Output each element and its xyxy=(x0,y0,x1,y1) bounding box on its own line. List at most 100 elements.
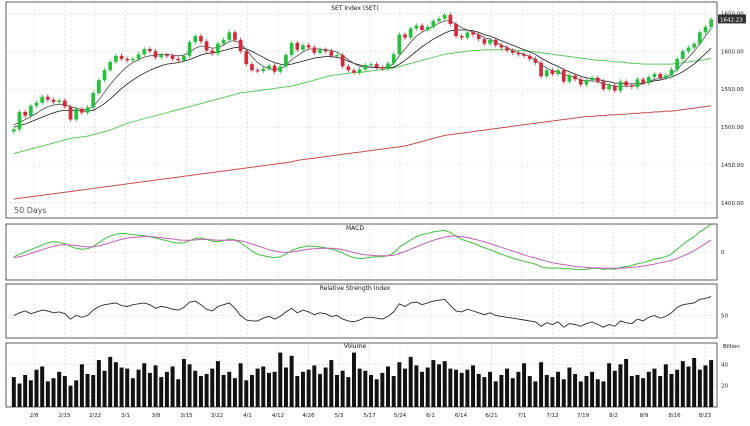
volume-bar xyxy=(482,377,487,407)
y-tick-label: 20 xyxy=(721,384,728,390)
volume-bar xyxy=(249,375,254,407)
candle-body xyxy=(301,45,305,50)
volume-bar xyxy=(669,373,674,407)
candle-body xyxy=(312,47,317,53)
candle-body xyxy=(544,70,549,77)
candle-body xyxy=(533,58,538,63)
volume-bar xyxy=(425,367,430,407)
volume-bar xyxy=(618,364,623,407)
candle-body xyxy=(176,58,181,61)
panel-frame-3 xyxy=(5,283,718,339)
volume-bar xyxy=(198,376,203,407)
volume-bar xyxy=(692,357,697,407)
volume-bar xyxy=(221,375,226,407)
x-tick-label: 3/15 xyxy=(180,413,193,419)
volume-bar xyxy=(658,376,663,407)
chart-labels: SET Index (SET) 50 Days MACD Relative St… xyxy=(14,5,744,419)
candle-body xyxy=(669,69,674,76)
volume-bar xyxy=(335,375,339,407)
volume-bar xyxy=(215,361,220,407)
candle-body xyxy=(335,55,339,57)
candle-body xyxy=(675,58,679,70)
candle-body xyxy=(369,64,373,66)
volume-bar xyxy=(709,360,714,407)
volume-bar xyxy=(561,379,566,407)
x-tick-label: 2/8 xyxy=(30,413,39,419)
volume-bar xyxy=(369,375,373,407)
candle-body xyxy=(403,34,407,38)
x-tick-label: 3/22 xyxy=(211,413,223,419)
y-tick-label: 50 xyxy=(721,314,728,320)
candle-body xyxy=(686,47,691,52)
candle-body xyxy=(454,23,458,37)
volume-bar xyxy=(51,378,56,407)
volume-bar xyxy=(420,371,425,407)
volume-bar xyxy=(522,363,527,407)
candle-body xyxy=(697,32,702,44)
y-tick-label: 1400.00 xyxy=(721,201,744,207)
volume-bar xyxy=(85,373,90,407)
y-tick-label: 1550.00 xyxy=(721,87,744,93)
volume-bar xyxy=(697,369,702,407)
candle-body xyxy=(612,85,617,91)
x-tick-label: 6/1 xyxy=(426,413,435,419)
volume-bar xyxy=(374,379,379,407)
candle-body xyxy=(703,27,708,33)
candle-body xyxy=(357,69,362,73)
volume-bar xyxy=(130,378,135,407)
candle-body xyxy=(227,32,232,40)
volume-bar xyxy=(142,363,147,407)
y-tick-label: 1450.00 xyxy=(721,163,744,169)
x-tick-label: 7/12 xyxy=(546,413,558,419)
chart-marks xyxy=(11,12,746,407)
candle-body xyxy=(131,58,135,61)
volume-bar xyxy=(646,371,651,407)
volume-bar xyxy=(79,364,84,407)
volume-bar xyxy=(476,373,481,407)
candle-body xyxy=(306,45,311,48)
ma-mid-line xyxy=(13,29,712,128)
candle-body xyxy=(505,47,509,51)
volume-bar xyxy=(164,371,169,407)
volume-bar xyxy=(550,377,555,407)
candle-body xyxy=(210,50,215,54)
volume-bar xyxy=(556,371,561,407)
candle-body xyxy=(459,36,464,38)
volume-bar xyxy=(283,367,288,407)
volume-bar xyxy=(317,373,322,407)
volume-bar xyxy=(306,369,311,407)
macd-signal-line xyxy=(13,235,712,269)
candle-body xyxy=(516,52,521,55)
volume-bar xyxy=(544,375,549,407)
x-tick-label: 8/2 xyxy=(609,413,618,419)
candle-body xyxy=(420,25,424,31)
volume-bar xyxy=(272,371,277,407)
volume-bar xyxy=(391,376,396,407)
volume-bar xyxy=(204,373,209,407)
candle-body xyxy=(80,108,84,113)
volume-bar xyxy=(232,378,237,407)
volume-bar xyxy=(323,367,328,407)
ma-200-line xyxy=(13,105,712,200)
candle-body xyxy=(11,129,16,132)
panel-frame-1 xyxy=(5,1,718,219)
volume-bar xyxy=(635,375,640,407)
x-tick-label: 5/17 xyxy=(363,413,376,419)
candle-body xyxy=(23,111,28,116)
candle-body xyxy=(629,85,634,87)
candle-body xyxy=(363,64,368,70)
x-tick-label: 6/21 xyxy=(485,413,497,419)
candle-body xyxy=(584,80,589,85)
volume-bar xyxy=(96,360,101,407)
candle-body xyxy=(448,14,453,24)
volume-bar xyxy=(170,366,175,407)
ma-50-line xyxy=(13,49,712,155)
volume-bar xyxy=(91,375,96,407)
candle-body xyxy=(374,64,379,68)
volume-bar xyxy=(244,380,249,407)
volume-bar xyxy=(641,378,646,407)
volume-bar xyxy=(102,370,107,407)
volume-bar xyxy=(612,370,617,407)
candle-body xyxy=(641,79,645,84)
